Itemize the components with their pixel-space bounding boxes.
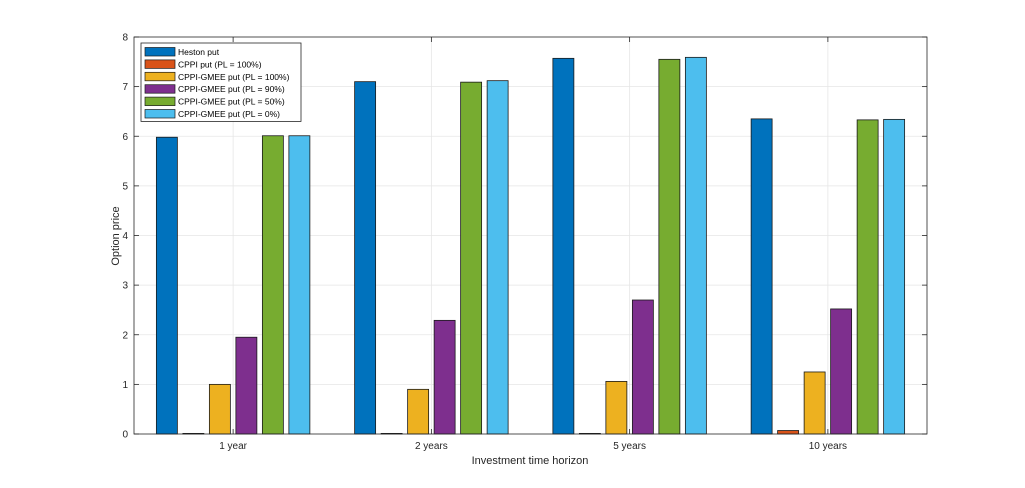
y-tick-label-8: 8	[122, 33, 128, 44]
bar-3-0	[750, 118, 773, 435]
legend-swatch-1	[144, 59, 176, 69]
x-axis-label: Investment time horizon	[472, 455, 589, 467]
bar-0-5	[288, 135, 311, 435]
legend-swatch-5	[144, 109, 176, 119]
bar-2-0	[552, 57, 575, 435]
y-tick-label-0: 0	[122, 430, 128, 441]
y-axis-ticks: 0 1 2 3 4 5 6 7 8	[122, 33, 927, 441]
legend-swatch-2	[144, 71, 176, 82]
x-tick-label-2: 5 years	[613, 441, 646, 452]
bar-3-5	[883, 118, 906, 435]
bar-1-4	[460, 81, 483, 435]
bar-1-0	[354, 81, 377, 435]
legend-label-0: Heston put	[178, 47, 220, 57]
y-tick-label-4: 4	[122, 231, 128, 242]
bar-1-3	[433, 319, 456, 435]
legend-swatch-0	[144, 47, 176, 57]
y-tick-label-7: 7	[122, 82, 128, 93]
bar-2-2	[605, 380, 628, 435]
bar-0-0	[155, 136, 178, 435]
y-tick-label-2: 2	[122, 330, 128, 341]
bar-1-5	[486, 80, 509, 435]
legend: Heston put CPPI put (PL = 100%) CPPI-GMEE …	[140, 42, 302, 122]
bar-3-4	[856, 119, 879, 435]
bar-2-5	[684, 56, 707, 435]
legend-swatch-3	[144, 84, 176, 94]
bar-2-4	[658, 58, 681, 435]
legend-label-2: CPPI-GMEE put (PL = 100%)	[178, 72, 290, 82]
x-axis-ticks: 1 year 2 years 5 years 10 years	[219, 37, 847, 452]
legend-label-1: CPPI put (PL = 100%)	[178, 59, 262, 69]
x-tick-label-3: 10 years	[809, 441, 847, 452]
legend-label-5: CPPI-GMEE put (PL = 0%)	[178, 109, 280, 119]
y-tick-label-1: 1	[122, 380, 128, 391]
y-tick-label-5: 5	[122, 181, 128, 192]
bar-3-2	[803, 371, 826, 435]
bar-3-3	[830, 308, 853, 435]
x-tick-label-1: 2 years	[415, 441, 448, 452]
y-axis-label: Option price	[110, 206, 122, 265]
legend-swatch-4	[144, 96, 176, 106]
bar-3-1	[777, 430, 800, 435]
bar-2-3	[631, 299, 654, 435]
legend-label-3: CPPI-GMEE put (PL = 90%)	[178, 84, 285, 94]
bar-0-3	[235, 336, 258, 435]
bars-group	[155, 56, 906, 435]
y-tick-label-6: 6	[122, 132, 128, 143]
bar-0-2	[208, 383, 231, 435]
y-tick-label-3: 3	[122, 281, 128, 292]
legend-label-4: CPPI-GMEE put (PL = 50%)	[178, 97, 285, 107]
bar-1-2	[407, 388, 430, 435]
x-tick-label-0: 1 year	[219, 441, 247, 452]
bar-0-4	[261, 135, 284, 435]
